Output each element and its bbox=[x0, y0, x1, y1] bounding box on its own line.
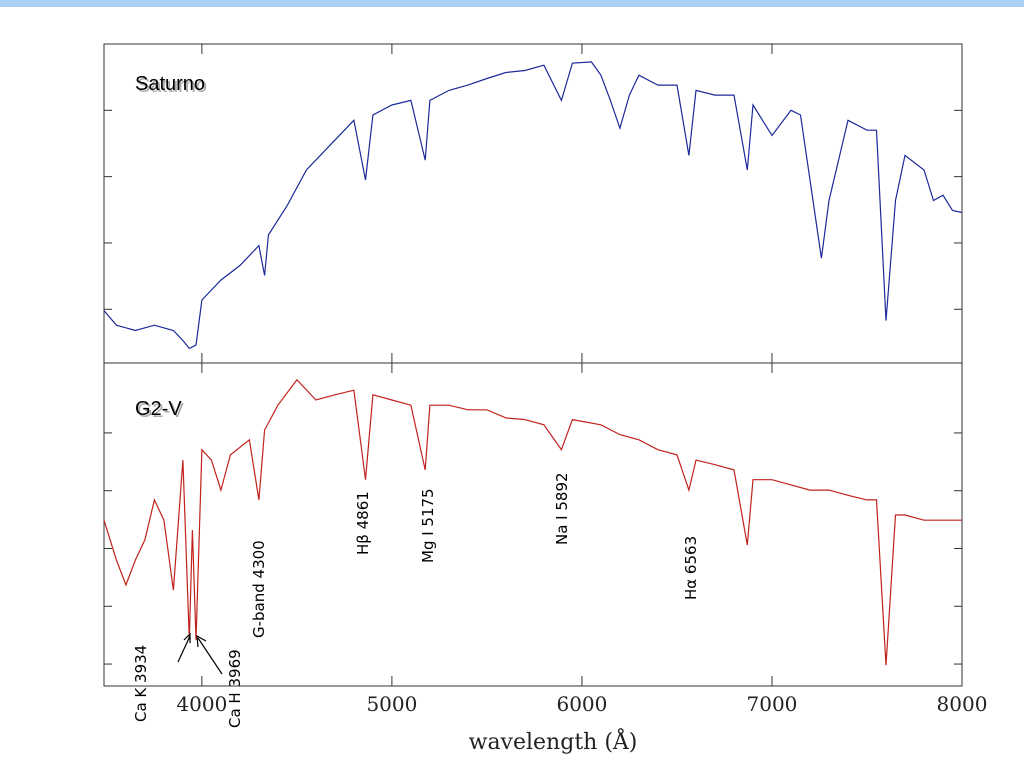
x-tick-label: 4000 bbox=[176, 692, 227, 716]
line-annotation: Ca K 3934 bbox=[132, 645, 150, 722]
x-tick-label: 5000 bbox=[366, 692, 417, 716]
x-tick-label: 8000 bbox=[937, 692, 988, 716]
line-annotation: Hβ 4861 bbox=[354, 491, 372, 555]
x-tick-label: 6000 bbox=[556, 692, 607, 716]
arrow bbox=[177, 635, 191, 663]
plot-frame bbox=[103, 362, 963, 687]
spectrum-line bbox=[103, 378, 962, 666]
panel-title-shadow: G2-V bbox=[137, 400, 184, 422]
x-axis-label: wavelength (Å) bbox=[469, 727, 638, 755]
arrow bbox=[197, 637, 223, 675]
line-annotation: Na I 5892 bbox=[553, 472, 571, 545]
line-annotation: Mg I 5175 bbox=[419, 488, 437, 563]
line-annotation: Hα 6563 bbox=[682, 536, 700, 600]
spectrum-line bbox=[103, 61, 963, 350]
arrow-head bbox=[183, 632, 191, 643]
panel-title: G2-V bbox=[135, 398, 182, 420]
top-bar bbox=[0, 0, 1024, 7]
x-tick-label: 7000 bbox=[747, 692, 798, 716]
line-annotation: Ca H 3969 bbox=[226, 649, 244, 728]
line-annotation: G-band 4300 bbox=[250, 540, 268, 638]
plot-frame bbox=[103, 43, 963, 364]
panel-title-shadow: Saturno bbox=[137, 75, 207, 97]
panel-title: Saturno bbox=[135, 73, 205, 95]
arrow-head bbox=[196, 634, 207, 648]
